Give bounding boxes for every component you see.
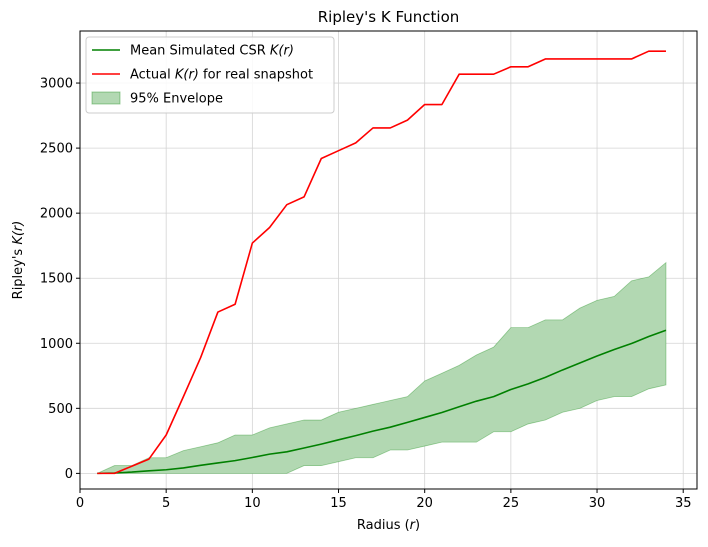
axis-ticks: 0 5 10 15 20 25 30 35 0 500 1000 1500 2000 2500 3000 (40, 77, 692, 511)
legend-swatch-envelope (91, 91, 121, 105)
legend-box (85, 36, 335, 114)
chart-title: Ripley's K Function (318, 8, 460, 26)
plot-frame (79, 30, 698, 490)
x-tick-label: 10 (244, 496, 261, 511)
envelope-band (97, 261, 667, 474)
x-tick-label: 5 (162, 496, 170, 511)
legend-label-mean-csr: Mean Simulated CSR K(r) (130, 44, 294, 59)
series-lines (97, 50, 667, 475)
x-tick-label: 25 (503, 496, 520, 511)
x-axis-title: Radius (r) (357, 518, 420, 533)
y-tick-label: 0 (65, 467, 73, 482)
x-tick-label: 20 (416, 496, 433, 511)
x-tick-label: 35 (675, 496, 692, 511)
envelope-layer (97, 261, 667, 474)
series-line-0 (97, 329, 667, 475)
y-tick-label: 2000 (40, 207, 73, 222)
legend: Mean Simulated CSR K(r) Actual K(r) for … (85, 36, 335, 114)
x-tick-label: 30 (589, 496, 606, 511)
grid-lines (79, 31, 697, 489)
x-axis-title-var: r (410, 518, 417, 533)
series-line-1 (97, 50, 666, 475)
legend-label-actual: Actual K(r) for real snapshot (130, 68, 313, 83)
legend-label-envelope: 95% Envelope (130, 92, 223, 107)
x-tick-label: 0 (76, 496, 84, 511)
y-axis-title-pre: Ripley's (11, 245, 26, 300)
y-tick-label: 2500 (40, 142, 73, 157)
y-axis-title: Ripley's K(r) (11, 221, 26, 300)
y-axis-title-var: K(r) (11, 221, 26, 245)
x-axis-title-pre: Radius ( (357, 518, 410, 533)
y-tick-label: 500 (48, 402, 73, 417)
y-tick-label: 1500 (40, 272, 73, 287)
x-tick-label: 15 (330, 496, 347, 511)
x-axis-title-post: ) (415, 518, 420, 533)
y-tick-label: 3000 (40, 77, 73, 92)
y-tick-label: 1000 (40, 337, 73, 352)
